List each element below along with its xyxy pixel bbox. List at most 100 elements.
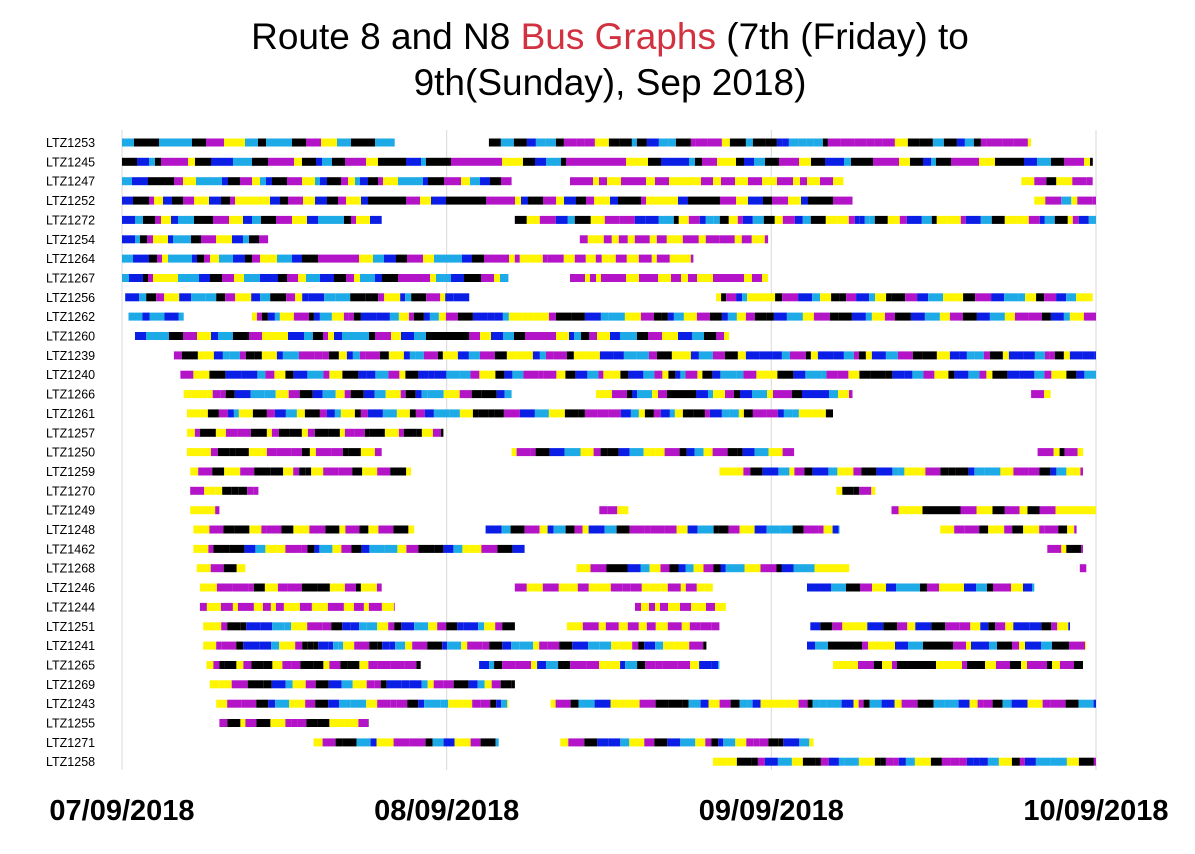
bar-LTZ1239-s0-b2 <box>197 351 214 360</box>
bar-LTZ1245-s0-b28 <box>406 157 421 166</box>
bar-LTZ1271-s1-b3 <box>597 738 609 747</box>
bar-LTZ1265-s0-b4 <box>236 661 244 669</box>
bar-LTZ1271-s0-b7 <box>388 738 394 747</box>
bar-LTZ1239-s0-b79 <box>989 351 1003 360</box>
bar-LTZ1240-s0-b83 <box>1066 370 1077 379</box>
bar-LTZ1247-s0-b27 <box>378 177 383 186</box>
bar-LTZ1249-s2-b15 <box>1069 506 1086 515</box>
bar-LTZ1241-s1-b25 <box>1041 641 1052 650</box>
bar-LTZ1256-s1-b30 <box>1025 293 1037 302</box>
bar-LTZ1252-s0-b44 <box>586 196 594 205</box>
bar-LTZ1256-s0-b14 <box>286 293 296 302</box>
bar-LTZ1261-s0-b35 <box>548 409 565 418</box>
bar-LTZ1267-s1-b19 <box>762 274 768 282</box>
bar-LTZ1269-s0-b25 <box>477 680 485 689</box>
bar-LTZ1248-s2-b6 <box>1012 525 1024 534</box>
bar-LTZ1255-s0-b2 <box>240 719 246 727</box>
bar-LTZ1245-s0-b71 <box>851 157 864 166</box>
bar-LTZ1265-s0-b14 <box>329 661 341 669</box>
bar-LTZ1262-s1-b40 <box>653 312 662 321</box>
bar-LTZ1241-s1-b9 <box>901 641 908 650</box>
bar-LTZ1243-s0-b14 <box>390 699 397 708</box>
bar-LTZ1259-s1-b5 <box>778 467 790 476</box>
bar-LTZ1247-s1-b21 <box>800 177 807 186</box>
bar-LTZ1247-s1-b22 <box>807 177 820 186</box>
bar-LTZ1262-s1-b69 <box>962 312 977 321</box>
bar-LTZ1266-s0-b8 <box>264 390 276 399</box>
bar-LTZ1268-s1-b5 <box>640 564 650 573</box>
bar-LTZ1246-s2-b14 <box>976 583 987 592</box>
bar-LTZ1240-s0-b20 <box>418 370 429 379</box>
bar-LTZ1269-s0-b28 <box>500 680 512 689</box>
bar-LTZ1244-s1-b2 <box>649 602 655 611</box>
bar-LTZ1245-s0-b69 <box>830 157 844 166</box>
bar-LTZ1247-s0-b6 <box>196 177 201 186</box>
bar-LTZ1240-s0-b33 <box>556 370 566 379</box>
bar-LTZ1271-s1-b4 <box>608 738 621 747</box>
bar-LTZ1256-s0-b2 <box>146 293 157 302</box>
bar-LTZ1249-s2-b9 <box>992 506 1005 515</box>
bar-LTZ1262-s1-b0 <box>251 312 257 321</box>
bar-LTZ1247-s0-b19 <box>315 177 320 186</box>
bar-LTZ1265-s1-b7 <box>546 661 559 669</box>
bar-LTZ1246-s2-b0 <box>807 583 822 592</box>
bar-LTZ1269-s0-b11 <box>341 680 353 689</box>
bar-LTZ1247-s0-b23 <box>348 177 355 186</box>
bar-LTZ1257-s0-b23 <box>416 428 422 437</box>
bar-LTZ1266-s0-b29 <box>481 390 497 399</box>
bar-LTZ1248-s1-b31 <box>832 525 839 534</box>
bar-LTZ1265-s1-b6 <box>537 661 547 669</box>
bar-LTZ1261-s0-b33 <box>519 409 535 418</box>
bar-LTZ1262-s1-b70 <box>976 312 990 321</box>
bar-LTZ1239-s0-b6 <box>239 351 246 360</box>
bar-LTZ1243-s1-b14 <box>719 699 731 708</box>
bar-LTZ1272-s1-b1 <box>526 215 540 224</box>
bar-LTZ1262-s1-b11 <box>343 312 349 321</box>
bar-LTZ1248-s2-b11 <box>1067 525 1075 534</box>
bar-LTZ1239-s0-b22 <box>388 351 404 360</box>
bar-LTZ1252-s0-b0 <box>122 196 133 205</box>
bar-LTZ1247-s3-b2 <box>1046 177 1057 186</box>
bar-LTZ1254-s1-b12 <box>705 235 720 244</box>
bar-LTZ1253-s1-b4 <box>535 138 546 147</box>
bar-LTZ1241-s0-b1 <box>216 641 222 650</box>
bar-LTZ1260-s0-b18 <box>334 332 342 340</box>
bar-LTZ1272-s0-b20 <box>351 215 356 224</box>
bar-LTZ1266-s1-b4 <box>632 390 637 399</box>
bar-LTZ1245-s0-b22 <box>332 157 345 166</box>
bar-LTZ1253-s1-b24 <box>745 138 753 147</box>
bar-LTZ1251-s1-b11 <box>689 622 701 631</box>
bar-LTZ1252-s0-b24 <box>368 196 382 205</box>
bar-LTZ1262-s1-b3 <box>267 312 275 321</box>
bar-LTZ1251-s2-b9 <box>915 622 932 631</box>
bar-LTZ1250-s0-b8 <box>266 448 277 457</box>
bar-LTZ1259-s1-b9 <box>812 467 829 476</box>
bar-LTZ1247-s0-b39 <box>501 177 512 186</box>
bar-LTZ1256-s0-b20 <box>350 293 366 302</box>
bar-LTZ1249-s2-b0 <box>891 506 899 515</box>
bar-LTZ1271-s1-b6 <box>629 738 645 747</box>
bar-LTZ1253-s0-b0 <box>122 138 134 147</box>
bar-LTZ1241-s1-b23 <box>1025 641 1031 650</box>
bar-LTZ1262-s1-b17 <box>398 312 409 321</box>
bar-LTZ1245-s0-b13 <box>244 157 252 166</box>
bar-LTZ1251-s0-b1 <box>214 622 222 631</box>
bar-LTZ1254-s1-b17 <box>764 235 769 244</box>
bar-LTZ1252-s0-b8 <box>209 196 221 205</box>
bar-LTZ1241-s0-b10 <box>307 641 314 650</box>
bar-LTZ1251-s0-b30 <box>502 622 515 631</box>
bar-LTZ1239-s0-b26 <box>423 351 438 360</box>
bar-LTZ1245-s0-b53 <box>675 157 689 166</box>
bar-LTZ1268-s1-b17 <box>744 564 761 573</box>
bar-LTZ1261-s0-b24 <box>424 409 434 418</box>
bar-LTZ1256-s1-b31 <box>1036 293 1045 302</box>
bar-LTZ1253-s0-b23 <box>386 138 395 147</box>
bar-LTZ1262-s1-b36 <box>600 312 609 321</box>
bar-LTZ1262-s1-b71 <box>989 312 1005 321</box>
bar-LTZ1266-s1-b21 <box>787 390 792 399</box>
bar-LTZ1251-s2-b7 <box>897 622 908 631</box>
x-tick-label-2: 09/09/2018 <box>699 795 844 827</box>
bar-LTZ1248-s1-b18 <box>687 525 698 534</box>
bar-LTZ1272-s1-b41 <box>931 215 937 224</box>
